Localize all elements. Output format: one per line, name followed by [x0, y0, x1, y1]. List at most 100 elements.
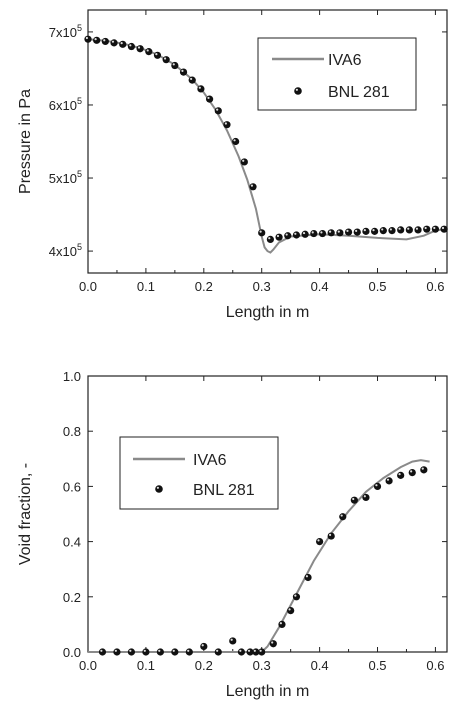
x-axis-label: Length in m — [226, 304, 310, 321]
y-tick-label: 0.2 — [63, 590, 81, 605]
data-point-highlight — [163, 57, 167, 60]
data-point — [119, 40, 127, 48]
data-point — [327, 532, 335, 540]
data-point — [292, 231, 301, 239]
legend-label: IVA6 — [328, 52, 362, 69]
data-point — [362, 227, 370, 235]
data-point — [266, 235, 274, 243]
plot-frame — [87, 9, 448, 274]
x-tick-label: 0.2 — [195, 279, 213, 294]
data-point-highlight — [247, 649, 251, 652]
data-point — [200, 642, 208, 651]
data-point — [414, 226, 422, 234]
data-point — [440, 225, 448, 233]
data-point-highlight — [363, 229, 366, 232]
data-point-highlight — [120, 42, 123, 45]
data-point-highlight — [201, 644, 204, 647]
data-point-highlight — [146, 49, 149, 52]
y-tick-label: 0.6 — [63, 479, 81, 494]
data-point — [336, 229, 344, 237]
data-point-highlight — [415, 227, 419, 230]
legend-box — [119, 436, 279, 510]
legend-label: IVA6 — [193, 452, 227, 469]
legend-swatch-marker — [155, 485, 163, 493]
data-point — [316, 538, 324, 546]
data-point-highlight — [355, 229, 358, 232]
data-point — [388, 227, 396, 235]
data-point — [310, 229, 318, 238]
data-point-highlight — [311, 231, 314, 234]
data-point — [185, 648, 193, 656]
data-point — [223, 121, 231, 129]
x-tick-label: 0.6 — [426, 279, 444, 294]
data-point-highlight — [328, 533, 332, 536]
data-point — [93, 36, 101, 44]
data-point-highlight — [328, 230, 332, 233]
legend-swatch-highlight — [156, 486, 159, 489]
data-point-highlight — [190, 77, 193, 81]
chart-1: 0.0 0.1 0.2 0.3 0.4 0.5 0.6 4x105 5x105 6x105 7x10… — [17, 9, 448, 321]
data-point-highlight — [207, 96, 210, 100]
x-tick-label: 0.4 — [311, 658, 329, 673]
data-point — [101, 37, 109, 46]
data-point — [318, 229, 327, 238]
data-point-highlight — [410, 470, 413, 473]
data-point-highlight — [320, 231, 323, 234]
data-point — [275, 233, 283, 241]
data-point-highlight — [129, 649, 132, 652]
data-point-highlight — [172, 649, 175, 652]
data-point-highlight — [381, 228, 384, 231]
data-point — [258, 229, 266, 237]
data-point-highlight — [259, 230, 262, 233]
data-point — [339, 513, 347, 521]
legend-label: BNL 281 — [193, 482, 255, 499]
data-point — [397, 226, 405, 234]
x-tick-label: 0.2 — [195, 658, 213, 673]
data-point-highlight — [103, 39, 106, 42]
data-point-highlight — [198, 86, 201, 89]
data-point — [232, 137, 240, 146]
data-point-highlight — [375, 484, 378, 487]
data-point-highlight — [317, 539, 320, 542]
x-tick-label: 0.4 — [311, 279, 329, 294]
data-point-highlight — [253, 649, 256, 652]
data-point-highlight — [100, 649, 103, 652]
data-point-highlight — [85, 36, 88, 40]
data-point-highlight — [271, 641, 274, 644]
data-point — [327, 229, 335, 237]
data-point — [405, 226, 413, 234]
data-point-highlight — [155, 52, 158, 56]
data-point-highlight — [187, 649, 190, 652]
data-point-highlight — [294, 232, 297, 235]
data-point-highlight — [389, 228, 392, 231]
data-point-highlight — [372, 229, 375, 232]
data-point-highlight — [230, 638, 233, 641]
data-point — [136, 45, 144, 53]
data-point — [304, 573, 312, 582]
data-point-highlight — [305, 575, 309, 578]
data-point-highlight — [239, 649, 242, 652]
data-point — [287, 607, 295, 615]
legend-label: BNL 281 — [328, 84, 390, 101]
x-tick-label: 0.5 — [368, 279, 386, 294]
data-point-highlight — [242, 159, 245, 162]
data-point — [171, 61, 179, 70]
data-point — [344, 228, 353, 236]
data-point — [292, 593, 301, 601]
data-point — [258, 648, 266, 656]
data-point-highlight — [340, 514, 343, 517]
data-point — [408, 469, 416, 477]
data-point — [362, 493, 370, 502]
data-point-highlight — [137, 46, 141, 49]
data-point — [423, 225, 431, 233]
legend-swatch-marker — [294, 87, 302, 95]
data-point-highlight — [279, 622, 282, 625]
y-tick-label: 0.0 — [63, 645, 81, 660]
data-point-highlight — [352, 497, 355, 501]
y-axis-label: Pressure in Pa — [17, 89, 34, 194]
data-point — [156, 648, 164, 656]
data-point — [373, 482, 382, 490]
data-point — [301, 230, 309, 238]
data-point-highlight — [172, 63, 175, 66]
